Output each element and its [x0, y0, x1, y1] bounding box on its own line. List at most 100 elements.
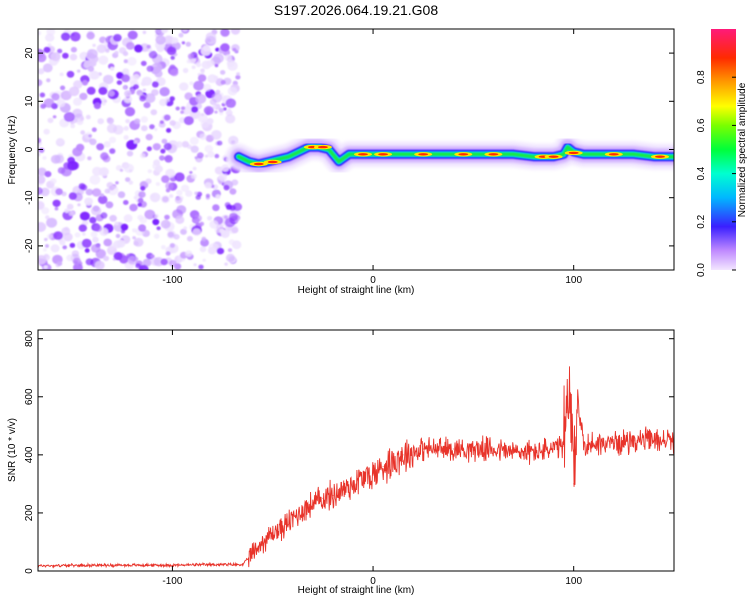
noise-speck — [90, 231, 98, 238]
noise-speck — [174, 196, 183, 204]
noise-speck — [90, 244, 101, 253]
noise-speck — [103, 255, 110, 262]
noise-speck — [45, 244, 49, 248]
noise-speck — [86, 86, 96, 95]
noise-speck — [90, 71, 100, 80]
noise-speck — [40, 187, 50, 197]
noise-speck — [192, 166, 197, 171]
noise-speck — [38, 31, 42, 36]
noise-speck — [149, 124, 155, 130]
noise-speck — [187, 53, 194, 60]
noise-speck — [224, 54, 232, 62]
noise-speck — [204, 182, 212, 189]
noise-speck — [98, 86, 108, 95]
noise-speck — [216, 140, 223, 146]
noise-speck — [120, 229, 126, 234]
ridge-hotspot-core — [568, 151, 579, 155]
noise-speck — [140, 116, 148, 123]
noise-speck — [155, 165, 163, 173]
noise-speck — [44, 237, 48, 242]
noise-speck — [227, 108, 231, 112]
noise-speck — [91, 127, 97, 132]
noise-speck — [81, 238, 92, 248]
noise-speck — [191, 106, 199, 113]
noise-speck — [170, 55, 175, 60]
noise-speck — [161, 245, 166, 250]
noise-speck — [42, 156, 47, 160]
noise-speck — [43, 248, 47, 252]
noise-speck — [171, 37, 179, 44]
noise-speck — [204, 154, 209, 158]
noise-speck — [135, 263, 141, 269]
noise-speck — [60, 90, 72, 101]
snr-ytick-label: 200 — [24, 504, 35, 521]
noise-speck — [227, 86, 238, 96]
noise-speck — [125, 119, 130, 124]
noise-speck — [161, 175, 170, 184]
noise-speck — [63, 232, 73, 242]
colorbar-tick-label: 0.2 — [696, 214, 707, 228]
noise-speck — [165, 168, 176, 178]
noise-speck — [108, 136, 117, 144]
snr-point — [91, 564, 93, 566]
noise-speck — [176, 189, 183, 196]
noise-speck — [170, 68, 179, 77]
snr-point — [292, 518, 294, 520]
noise-speck — [38, 68, 45, 75]
noise-speck — [182, 29, 188, 32]
spectrogram-ytick-label: -10 — [24, 190, 35, 205]
noise-speck — [191, 65, 196, 70]
noise-speck — [64, 208, 70, 213]
noise-speck — [123, 135, 129, 140]
noise-speck — [126, 150, 134, 157]
snr-ytick-label: 400 — [24, 446, 35, 463]
noise-speck — [53, 231, 63, 240]
noise-speck — [190, 145, 199, 153]
noise-speck — [220, 43, 230, 52]
noise-speck — [84, 248, 90, 253]
noise-speck — [160, 258, 168, 266]
snr-series-line — [38, 366, 674, 569]
noise-speck — [225, 114, 236, 124]
noise-speck — [92, 188, 102, 197]
noise-speck — [206, 38, 211, 43]
noise-speck — [79, 116, 85, 121]
noise-speck — [70, 123, 76, 129]
snr-point — [342, 489, 344, 491]
noise-speck — [199, 246, 207, 253]
noise-speck — [123, 59, 128, 64]
noise-speck — [50, 178, 57, 185]
noise-speck — [114, 50, 119, 55]
noise-speck — [63, 112, 75, 122]
noise-speck — [198, 264, 204, 270]
noise-speck — [100, 212, 108, 219]
ridge-hotspot-core — [608, 153, 619, 156]
noise-speck — [138, 264, 149, 270]
noise-speck — [156, 226, 161, 231]
noise-speck — [196, 62, 202, 68]
noise-speck — [201, 236, 207, 242]
noise-speck — [159, 87, 170, 97]
noise-speck — [140, 60, 147, 66]
snr-point — [573, 483, 575, 485]
noise-speck — [197, 74, 207, 82]
noise-speck — [166, 127, 172, 133]
noise-speck — [215, 47, 220, 52]
noise-speck — [163, 142, 172, 151]
noise-speck — [232, 47, 237, 52]
noise-speck — [227, 61, 238, 71]
noise-speck — [182, 67, 189, 74]
snr-axes: -100 0 100 0 200 400 600 800 — [24, 330, 674, 587]
noise-speck — [82, 80, 88, 86]
noise-speck — [92, 43, 96, 48]
noise-speck — [70, 121, 75, 125]
snr-point — [472, 448, 474, 450]
noise-speck — [152, 143, 161, 151]
noise-speck — [85, 114, 91, 120]
noise-speck — [39, 92, 46, 98]
noise-speck — [193, 263, 197, 267]
snr-point — [332, 494, 334, 497]
noise-speck — [120, 223, 129, 231]
noise-speck — [66, 254, 74, 262]
noise-speck — [115, 181, 119, 185]
